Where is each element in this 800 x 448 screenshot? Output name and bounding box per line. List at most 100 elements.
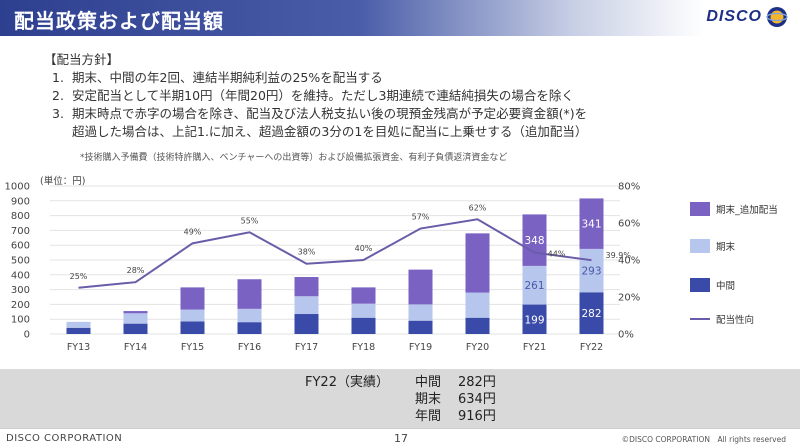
bar-FY14-series-2 (123, 311, 148, 314)
bar-FY18-series-1 (351, 303, 376, 318)
x-tick-label: FY22 (580, 342, 603, 353)
bar-value-label: 199 (524, 314, 544, 326)
logo-text: DISCO (706, 8, 762, 25)
summary-bar (0, 369, 800, 428)
bar-FY16-series-1 (237, 308, 262, 323)
y-left-tick-label: 700 (11, 226, 30, 237)
summary-label-year-end: 期末 (415, 392, 442, 407)
policy-item-3-continued: 超過した場合は、上記1.に加え、超過金額の3分の1を目処に配当に上乗せする（追加… (72, 124, 588, 139)
bar-FY22-series-1 (579, 248, 604, 293)
policy-item-1: 1. 期末、中間の年2回、連結半期純利益の25%を配当する (52, 70, 383, 85)
y-left-tick-label: 200 (11, 300, 30, 311)
legend-item-additional: 期末_追加配当 (690, 202, 778, 216)
bar-FY15-series-0 (180, 321, 205, 334)
bar-FY17-series-0 (294, 314, 319, 334)
bar-FY21-series-2 (522, 214, 547, 266)
summary-label-annual: 年間 (415, 409, 442, 424)
y-left-tick-label: 600 (11, 241, 30, 252)
bar-FY18-series-2 (351, 287, 376, 304)
summary-values: 282円 634円 916円 (458, 374, 496, 425)
y-right-tick-label: 20% (618, 293, 640, 304)
payout-ratio-label: 57% (412, 213, 430, 222)
logo-globe-icon (766, 7, 788, 27)
header-bar: 配当政策および配当額 DISCO (0, 0, 800, 36)
x-tick-label: FY18 (352, 342, 375, 353)
bar-FY20-series-0 (465, 317, 490, 334)
y-left-tick-label: 900 (11, 196, 30, 207)
bar-FY16-series-0 (237, 322, 262, 334)
y-left-tick-label: 400 (11, 270, 30, 281)
legend-item-year-end: 期末 (690, 239, 735, 253)
bar-FY17-series-2 (294, 277, 319, 297)
summary-title: FY22（実績） (305, 375, 389, 390)
footer-company: DISCO CORPORATION (6, 433, 123, 444)
bar-FY22-series-2 (579, 198, 604, 249)
y-left-tick-label: 800 (11, 211, 30, 222)
bar-FY20-series-2 (465, 233, 490, 293)
bar-FY19-series-2 (408, 269, 433, 305)
policy-item-2: 2. 安定配当として半期10円（年間20円）を維持。ただし3期連続で連結純損失の… (52, 88, 574, 103)
page-title: 配当政策および配当額 (14, 9, 224, 33)
payout-ratio-line (78, 218, 592, 289)
bar-FY19-series-1 (408, 304, 433, 321)
bar-value-label: 282 (581, 308, 601, 320)
payout-ratio-label: 62% (469, 203, 487, 212)
y-right-tick-label: 60% (618, 219, 640, 230)
x-tick-label: FY16 (238, 342, 261, 353)
y-left-tick-label: 300 (11, 285, 30, 296)
legend-swatch-interim (690, 278, 710, 292)
payout-ratio-label: 25% (70, 272, 88, 281)
footer (0, 428, 800, 448)
y-left-tick-label: 1000 (5, 182, 30, 193)
bar-value-label: 261 (524, 280, 544, 292)
bar-FY15-series-1 (180, 309, 205, 322)
y-right-tick-label: 0% (618, 330, 634, 341)
payout-ratio-label: 44% (548, 250, 566, 259)
y-left-tick-label: 500 (11, 256, 30, 267)
payout-ratio-label: 39.9% (606, 251, 632, 260)
payout-ratio-label: 38% (298, 248, 316, 257)
summary-value-annual: 916円 (458, 409, 496, 424)
legend-swatch-year-end (690, 239, 710, 253)
bar-FY20-series-1 (465, 292, 490, 318)
payout-ratio-label: 28% (127, 266, 145, 275)
legend-line-swatch (690, 318, 710, 320)
x-tick-label: FY21 (523, 342, 546, 353)
bar-FY14-series-0 (123, 323, 148, 334)
bar-FY13-series-0 (66, 327, 91, 334)
bar-value-label: 341 (581, 219, 601, 231)
y-left-tick-label: 0 (24, 330, 30, 341)
bar-FY17-series-1 (294, 296, 319, 315)
company-logo: DISCO (706, 6, 788, 28)
y-left-tick-label: 100 (11, 315, 30, 326)
dividend-policy: 【配当方針】 1. 期末、中間の年2回、連結半期純利益の25%を配当する 2. … (44, 51, 588, 167)
payout-ratio-label: 49% (184, 227, 202, 236)
bar-value-label: 293 (581, 266, 601, 278)
y-right-tick-label: 80% (618, 182, 640, 193)
x-tick-label: FY17 (295, 342, 318, 353)
bar-value-label: 348 (524, 235, 544, 247)
x-tick-label: FY14 (124, 342, 147, 353)
summary-labels: 中間 期末 年間 (415, 374, 441, 425)
policy-footnote: *技術購入予備費（技術特許購入、ベンチャーへの出資等）および設備拡張資金、有利子… (80, 153, 508, 163)
x-tick-label: FY15 (181, 342, 204, 353)
bar-FY21-series-0 (522, 304, 547, 334)
payout-ratio-label: 55% (241, 216, 259, 225)
bar-FY19-series-0 (408, 320, 433, 334)
bar-FY18-series-0 (351, 317, 376, 334)
policy-heading: 【配当方針】 (44, 52, 120, 67)
payout-ratio-label: 40% (355, 244, 373, 253)
legend-swatch-additional (690, 202, 710, 216)
y-right-tick-label: 40% (618, 256, 640, 267)
x-tick-label: FY19 (409, 342, 432, 353)
page-number: 17 (394, 432, 408, 445)
y-axis-unit-label: (単位：円) (40, 175, 85, 187)
policy-item-3: 3. 期末時点で赤字の場合を除き、配当及び法人税支払い後の現預金残高が予定必要資… (52, 106, 588, 121)
bar-FY13-series-1 (66, 321, 91, 328)
legend-item-payout-ratio: 配当性向 (690, 312, 754, 326)
bar-FY22-series-0 (579, 292, 604, 334)
dividend-chart: (単位：円) 0 100 200 300 400 500 600 700 800 900 1000 0%… (5, 175, 641, 353)
footer-copyright: ©DISCO CORPORATION All rights reserved (621, 435, 786, 444)
bar-FY16-series-2 (237, 279, 262, 309)
x-tick-label: FY20 (466, 342, 489, 353)
